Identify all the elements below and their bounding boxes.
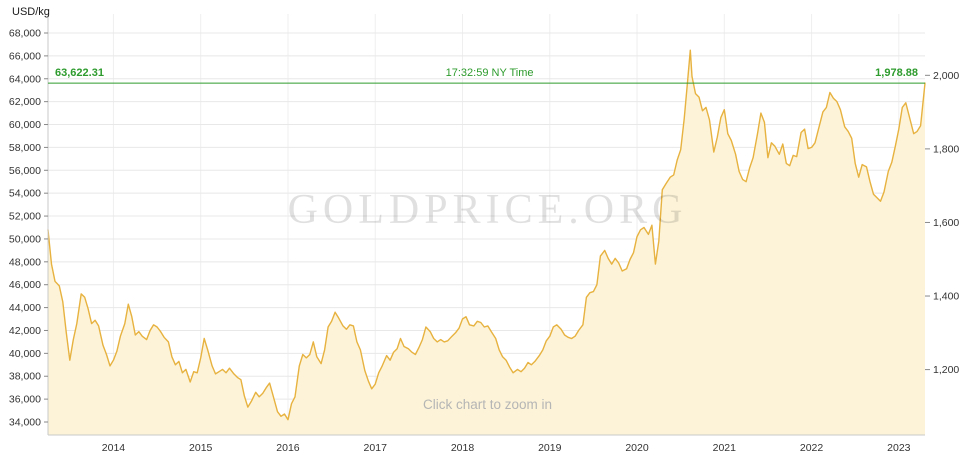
y-tick-label-left: 56,000	[9, 165, 41, 177]
x-tick-label: 2020	[625, 442, 649, 454]
y-tick-label-left: 42,000	[9, 325, 41, 337]
y-tick-label-left: 40,000	[9, 348, 41, 360]
y-tick-label-left: 58,000	[9, 142, 41, 154]
y-tick-label-left: 60,000	[9, 119, 41, 131]
y-tick-label-left: 46,000	[9, 279, 41, 291]
y-tick-label-left: 68,000	[9, 28, 41, 40]
x-tick-label: 2021	[713, 442, 737, 454]
x-tick-label: 2017	[364, 442, 388, 454]
x-tick-label: 2014	[102, 442, 126, 454]
x-tick-label: 2022	[800, 442, 824, 454]
x-tick-label: 2023	[887, 442, 911, 454]
y-tick-label-left: 62,000	[9, 96, 41, 108]
y-tick-label-right: 1,800	[933, 143, 959, 155]
y-tick-label-left: 44,000	[9, 302, 41, 314]
y-tick-label-right: 1,400	[933, 291, 959, 303]
x-tick-label: 2018	[451, 442, 475, 454]
x-tick-label: 2016	[276, 442, 300, 454]
y-tick-label-left: 50,000	[9, 233, 41, 245]
price-line-series	[47, 49, 926, 421]
x-tick-label: 2019	[538, 442, 562, 454]
y-tick-label-right: 2,000	[933, 70, 959, 82]
y-tick-label-left: 66,000	[9, 50, 41, 62]
y-axis-unit-label: USD/kg	[12, 6, 50, 18]
y-tick-label-left: 52,000	[9, 211, 41, 223]
price-area-fill	[48, 50, 925, 435]
y-tick-label-left: 54,000	[9, 188, 41, 200]
y-tick-label-left: 48,000	[9, 256, 41, 268]
y-tick-label-right: 1,600	[933, 217, 959, 229]
x-tick-label: 2015	[189, 442, 213, 454]
y-tick-label-left: 34,000	[9, 417, 41, 429]
y-tick-label-left: 64,000	[9, 73, 41, 85]
y-tick-label-right: 1,200	[933, 364, 959, 376]
y-tick-label-left: 36,000	[9, 394, 41, 406]
y-tick-label-left: 38,000	[9, 371, 41, 383]
